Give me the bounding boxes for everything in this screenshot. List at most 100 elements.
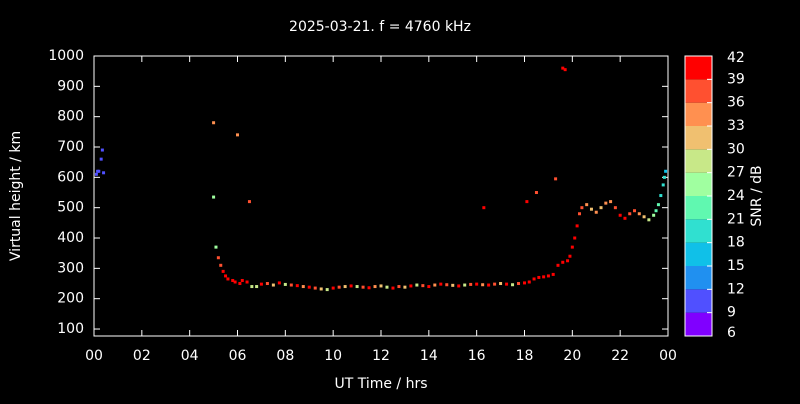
point — [94, 172, 98, 176]
colorbar-band — [685, 196, 712, 220]
x-tick-label: 02 — [133, 348, 151, 364]
point — [224, 274, 228, 278]
point — [214, 245, 218, 249]
plot-frame — [93, 55, 669, 337]
colorbar-tick-label: 27 — [727, 165, 745, 181]
x-tick-label: 12 — [372, 348, 390, 364]
point — [289, 283, 293, 287]
x-tick-label: 00 — [85, 348, 103, 364]
chart-title: 2025-03-21. f = 4760 kHz — [289, 19, 471, 35]
y-tick-label: 100 — [57, 321, 84, 337]
point — [221, 269, 225, 273]
point — [517, 282, 521, 286]
point — [654, 209, 658, 213]
point — [493, 282, 497, 286]
point — [385, 285, 389, 289]
point — [628, 212, 632, 216]
point — [250, 285, 254, 289]
point — [265, 282, 269, 286]
point — [487, 283, 491, 287]
point — [568, 254, 572, 258]
point — [578, 212, 582, 216]
colorbar-tick-label: 30 — [727, 141, 745, 157]
y-axis-label: Virtual height / km — [8, 131, 24, 261]
y-tick-label: 500 — [57, 200, 84, 216]
point — [379, 284, 383, 288]
point — [307, 285, 311, 289]
colorbar-tick-label: 42 — [727, 50, 745, 66]
point — [331, 286, 335, 290]
point — [505, 282, 509, 286]
point — [523, 281, 526, 285]
point — [542, 275, 546, 279]
x-tick-label: 16 — [468, 348, 486, 364]
point — [259, 282, 263, 286]
colorbar-band — [685, 79, 712, 103]
x-tick-label: 18 — [516, 348, 534, 364]
point — [652, 213, 656, 217]
point — [409, 284, 413, 288]
colorbar-tick-label: 33 — [727, 118, 745, 134]
colorbar-band — [685, 56, 712, 80]
colorbar-tick-label: 18 — [727, 235, 745, 251]
colorbar-band — [685, 242, 712, 266]
point — [534, 191, 538, 195]
point — [575, 224, 579, 228]
x-tick-label: 06 — [229, 348, 247, 364]
x-tick-label: 10 — [324, 348, 342, 364]
point — [633, 209, 637, 213]
y-tick-label: 200 — [57, 291, 84, 307]
colorbar-tick-label: 39 — [727, 71, 745, 87]
x-tick-label: 08 — [276, 348, 294, 364]
point — [664, 169, 668, 173]
point — [367, 286, 371, 290]
colorbar-tick-label: 21 — [727, 211, 745, 227]
point — [566, 259, 570, 263]
point — [527, 280, 531, 284]
point — [511, 283, 515, 287]
point — [236, 133, 239, 137]
y-tick-label: 800 — [57, 109, 84, 125]
point — [301, 285, 305, 289]
point — [661, 183, 665, 187]
point — [313, 286, 317, 290]
point — [343, 285, 347, 289]
point — [580, 206, 584, 210]
point — [594, 210, 598, 214]
point — [604, 201, 608, 205]
point — [433, 283, 437, 287]
x-tick-label: 00 — [659, 348, 677, 364]
colorbar-band — [685, 266, 712, 290]
colorbar-band — [685, 126, 712, 150]
y-tick-label: 1000 — [48, 48, 84, 64]
point — [623, 216, 627, 220]
point — [499, 282, 503, 286]
x-tick-label: 22 — [611, 348, 629, 364]
colorbar-band — [685, 312, 712, 336]
point — [226, 277, 230, 281]
point — [337, 285, 341, 289]
x-axis-label: UT Time / hrs — [334, 376, 427, 392]
point — [349, 284, 353, 288]
point — [238, 282, 242, 286]
point — [247, 200, 251, 204]
point — [556, 263, 560, 267]
point — [532, 277, 536, 281]
point — [373, 285, 377, 289]
point — [415, 283, 419, 287]
point — [391, 286, 395, 290]
point — [240, 278, 244, 282]
point — [361, 285, 365, 289]
x-tick-label: 14 — [420, 348, 438, 364]
colorbar-tick-label: 36 — [727, 95, 745, 111]
point — [231, 278, 235, 282]
point — [647, 218, 651, 222]
point — [599, 206, 603, 210]
y-tick-label: 600 — [57, 169, 84, 185]
y-tick-label: 900 — [57, 78, 84, 94]
colorbar-band — [685, 289, 712, 313]
point — [570, 245, 574, 249]
point — [283, 282, 287, 286]
point — [445, 283, 449, 287]
